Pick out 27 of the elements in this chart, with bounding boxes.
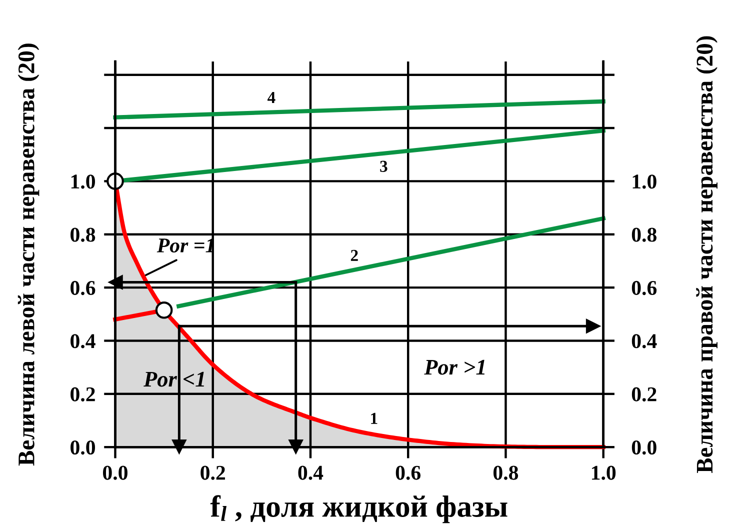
x-tick-label: 0.0 [103,466,128,480]
y-tick-label: 0.0 [70,440,95,455]
annotation: 2 [350,250,358,261]
y2-axis-title: Величина правой части неравенства (20) [696,36,718,474]
y2-tick-label: 0.8 [632,228,656,242]
y-tick-label: 0.2 [70,387,95,402]
y-tick-label: 1.0 [71,174,95,189]
x-tick-label: 0.8 [494,466,518,480]
annotation: 1 [371,412,378,424]
annotation: 4 [267,92,276,103]
y2-tick-label: 0.2 [632,387,656,402]
x-tick-label: 0.4 [298,466,324,480]
annotation: Por <1 [144,372,204,387]
y2-tick-label: 0.0 [632,440,656,455]
y2-tick-label: 1.0 [632,174,656,189]
x-tick-label: 0.6 [396,466,421,480]
x-tick-label: 0.2 [200,466,225,480]
annotation: Por >1 [424,360,485,375]
y-axis-title: Величина левой части неравенства (20) [18,44,40,466]
x-axis-title: f$_{l}$ , доля жидкой фазы [210,495,508,524]
y2-tick-label: 0.4 [632,334,657,348]
y-tick-label: 0.6 [70,280,96,296]
annotation: 3 [380,160,388,172]
y-tick-label: 0.4 [70,334,96,348]
y-tick-label: 0.8 [70,228,96,242]
y2-tick-label: 0.6 [632,280,657,296]
x-tick-label: 1.0 [592,466,616,480]
